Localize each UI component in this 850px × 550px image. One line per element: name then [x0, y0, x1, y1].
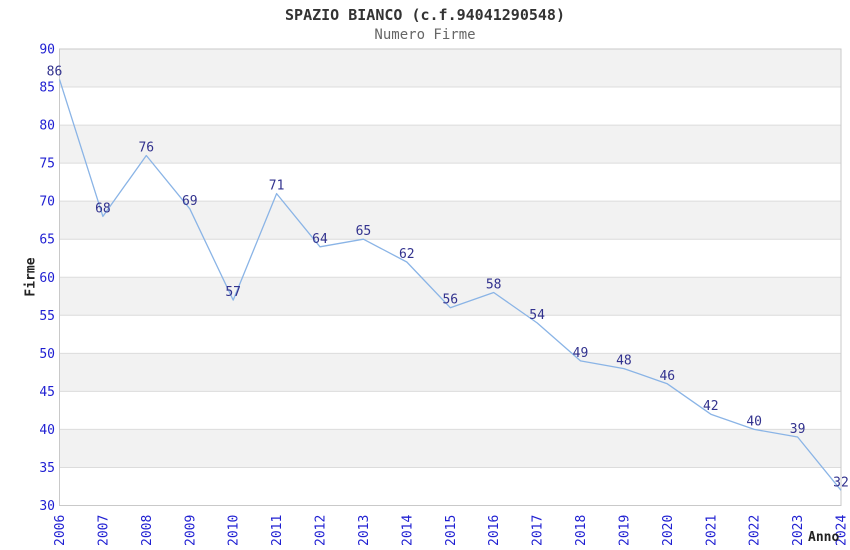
- x-tick-label: 2018: [574, 515, 589, 546]
- point-label: 57: [225, 285, 241, 300]
- x-tick-label: 2016: [487, 515, 502, 546]
- point-label: 58: [486, 278, 502, 293]
- x-tick-label: 2008: [140, 515, 155, 546]
- chart-subtitle: Numero Firme: [374, 27, 476, 43]
- y-tick-label: 80: [39, 119, 55, 134]
- point-label: 64: [312, 232, 328, 247]
- x-tick-label: 2010: [227, 515, 242, 546]
- x-tick-label: 2021: [704, 515, 719, 546]
- y-tick-label: 55: [39, 309, 55, 324]
- point-label: 40: [746, 414, 762, 429]
- point-label: 39: [790, 422, 806, 437]
- grid-band: [59, 125, 841, 164]
- x-tick-label: 2013: [357, 515, 372, 546]
- x-tick-label: 2024: [835, 515, 850, 546]
- point-label: 65: [356, 224, 372, 239]
- y-tick-label: 70: [39, 195, 55, 210]
- y-tick-label: 60: [39, 271, 55, 286]
- x-tick-label: 2020: [661, 515, 676, 546]
- y-tick-label: 65: [39, 233, 55, 248]
- y-tick-label: 35: [39, 461, 55, 476]
- point-label: 62: [399, 247, 415, 262]
- point-label: 69: [182, 194, 198, 209]
- point-label: 86: [47, 64, 63, 79]
- y-tick-label: 90: [39, 43, 55, 58]
- x-tick-label: 2007: [96, 515, 111, 546]
- x-tick-label: 2015: [444, 515, 459, 546]
- x-tick-label: 2017: [531, 515, 546, 546]
- point-label: 76: [138, 141, 154, 156]
- x-tick-label: 2023: [791, 515, 806, 546]
- x-tick-label: 2019: [617, 515, 632, 546]
- y-tick-label: 50: [39, 347, 55, 362]
- point-label: 42: [703, 399, 719, 414]
- x-tick-label: 2009: [183, 515, 198, 546]
- point-label: 49: [573, 346, 589, 361]
- x-tick-label: 2012: [314, 515, 329, 546]
- grid-band: [59, 353, 841, 392]
- point-label: 54: [529, 308, 545, 323]
- point-label: 48: [616, 354, 632, 369]
- y-tick-label: 40: [39, 423, 55, 438]
- point-label: 56: [442, 293, 458, 308]
- x-axis-title: Anno: [808, 530, 840, 545]
- y-tick-label: 45: [39, 385, 55, 400]
- x-tick-label: 2006: [53, 515, 68, 546]
- x-tick-label: 2011: [270, 515, 285, 546]
- series-line: [58, 79, 842, 491]
- grid-band: [59, 201, 841, 240]
- point-label: 71: [269, 179, 285, 194]
- point-label: 68: [95, 201, 111, 216]
- y-axis-title: Firme: [23, 257, 39, 297]
- point-label: 46: [659, 369, 675, 384]
- chart-title: SPAZIO BIANCO (c.f.94041290548): [285, 6, 565, 24]
- point-label: 32: [833, 475, 849, 490]
- y-tick-label: 85: [39, 81, 55, 96]
- y-tick-label: 75: [39, 157, 55, 172]
- plot-border: [59, 48, 842, 506]
- x-tick-label: 2014: [400, 515, 415, 546]
- grid-band: [59, 429, 841, 468]
- x-tick-label: 2022: [748, 515, 763, 546]
- y-tick-label: 30: [39, 499, 55, 514]
- grid-band: [59, 277, 841, 316]
- grid-band: [59, 49, 841, 88]
